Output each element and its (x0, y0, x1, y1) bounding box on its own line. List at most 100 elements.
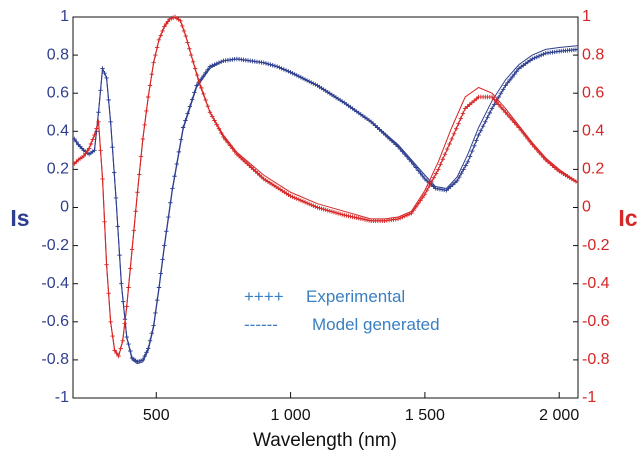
series-ic (72, 14, 579, 359)
data-point (489, 94, 495, 100)
data-point (516, 66, 522, 71)
data-point (530, 142, 535, 147)
data-point (180, 23, 185, 29)
data-point (404, 154, 410, 159)
data-point (230, 146, 235, 151)
data-point (210, 63, 215, 68)
data-point (142, 122, 147, 128)
data-point (521, 63, 526, 68)
data-point (335, 211, 341, 216)
series-is (72, 45, 579, 365)
data-point (100, 176, 105, 182)
y-tick-label-left: -1 (55, 389, 69, 406)
data-point (534, 147, 540, 152)
data-point (274, 64, 280, 69)
data-point (512, 71, 517, 77)
data-point (302, 77, 308, 82)
data-point (422, 191, 428, 197)
data-point (146, 94, 151, 100)
data-point (160, 257, 165, 262)
experimental-markers-ic (72, 14, 579, 359)
data-point (106, 97, 111, 103)
data-point (272, 63, 278, 69)
legend-marker-experimental: ++++ (244, 287, 284, 306)
data-point (192, 90, 197, 95)
data-point (469, 100, 475, 105)
data-point (153, 310, 158, 316)
data-point (541, 51, 546, 57)
data-point (476, 132, 481, 138)
data-point (427, 183, 432, 189)
data-point (191, 59, 196, 64)
data-point (165, 19, 171, 24)
data-point (158, 271, 163, 276)
data-point (110, 144, 115, 150)
data-point (300, 199, 306, 204)
data-point (156, 37, 162, 43)
data-point (333, 210, 339, 215)
data-point (471, 98, 477, 104)
data-point (415, 168, 421, 173)
data-point (129, 247, 135, 252)
data-point (160, 28, 165, 34)
data-point (325, 208, 330, 213)
data-point (126, 285, 131, 290)
y-tick-label-right: 0.4 (582, 123, 604, 140)
data-point (205, 67, 210, 72)
data-point (554, 167, 560, 172)
data-point (225, 140, 231, 145)
data-point (573, 179, 579, 184)
data-point (503, 110, 508, 115)
data-point (154, 45, 160, 50)
data-point (543, 157, 548, 163)
data-point (194, 83, 199, 88)
data-point (541, 155, 546, 160)
data-point (140, 136, 146, 142)
data-point (407, 157, 412, 162)
data-point (411, 207, 416, 213)
data-point (418, 198, 423, 203)
data-point (119, 281, 124, 286)
data-point (288, 70, 293, 75)
data-point (94, 126, 99, 131)
y-tick-label-right: 1 (582, 8, 591, 25)
data-point (489, 106, 495, 111)
data-point (440, 157, 445, 162)
legend-marker-model: ------ (244, 315, 278, 334)
data-point (277, 65, 282, 70)
data-point (98, 88, 103, 93)
data-point (124, 334, 129, 340)
experimental-markers-is (72, 47, 579, 365)
data-point (131, 228, 137, 233)
data-point (110, 333, 115, 339)
data-point (459, 171, 464, 176)
data-point (283, 68, 289, 73)
data-point (147, 83, 153, 88)
data-point (210, 114, 215, 119)
data-point (485, 115, 490, 120)
data-point (398, 146, 403, 152)
data-point (290, 71, 295, 76)
y-tick-label-left: -0.2 (41, 237, 69, 254)
data-point (207, 64, 213, 69)
data-point (153, 52, 158, 58)
y-tick-label-left: -0.4 (41, 275, 69, 292)
data-point (304, 78, 310, 83)
data-point (536, 150, 542, 155)
data-point (74, 139, 79, 144)
data-point (492, 102, 497, 107)
data-point (300, 76, 306, 81)
data-point (449, 136, 454, 142)
data-point (156, 285, 162, 290)
data-point (203, 97, 208, 103)
data-point (138, 154, 144, 159)
data-point (195, 72, 200, 78)
data-point (140, 357, 146, 363)
data-point (496, 102, 501, 107)
data-point (404, 212, 410, 218)
data-point (92, 148, 97, 153)
data-point (480, 124, 486, 129)
data-point (185, 40, 190, 45)
data-point (420, 173, 425, 179)
data-point (279, 66, 284, 71)
